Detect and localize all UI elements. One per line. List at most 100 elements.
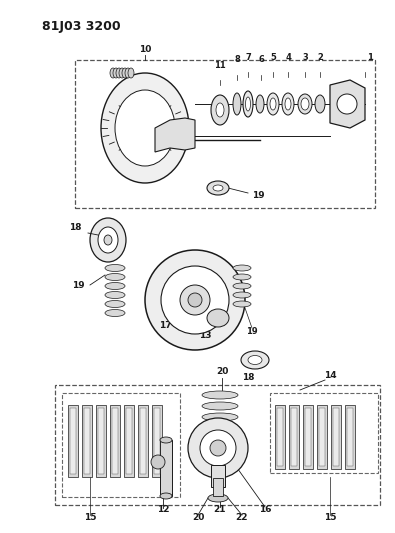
Bar [152,405,162,477]
Bar [291,408,297,466]
Ellipse shape [285,98,291,110]
Bar [160,440,172,496]
Bar [140,408,146,474]
Circle shape [210,440,226,456]
Text: 15: 15 [324,513,336,522]
Text: 18: 18 [242,374,254,383]
Ellipse shape [267,93,279,115]
Ellipse shape [241,351,269,369]
Circle shape [161,266,229,334]
Ellipse shape [246,97,250,111]
Bar [126,408,132,474]
Text: 13: 13 [199,330,211,340]
Bar [75,60,375,208]
Bar [112,408,118,474]
Ellipse shape [105,301,125,308]
Bar [55,385,380,505]
Circle shape [188,293,202,307]
Text: 20: 20 [192,513,204,522]
Ellipse shape [233,274,251,280]
Bar [82,405,92,477]
Bar [98,408,104,474]
Bar [319,408,325,466]
Ellipse shape [105,282,125,289]
Ellipse shape [116,68,122,78]
Circle shape [337,94,357,114]
Bar [275,405,285,469]
Ellipse shape [207,181,229,195]
Bar [138,405,148,477]
Polygon shape [330,80,365,128]
Ellipse shape [315,95,325,113]
Text: 7: 7 [245,52,251,61]
Text: 10: 10 [139,45,151,54]
Ellipse shape [270,98,276,110]
Ellipse shape [160,493,172,499]
Ellipse shape [202,424,238,432]
Bar [277,408,283,466]
Text: 19: 19 [246,327,258,336]
Bar [345,405,355,469]
Text: 21: 21 [214,505,226,514]
Ellipse shape [248,356,262,365]
Text: 19: 19 [252,191,264,200]
Ellipse shape [202,402,238,410]
Bar [303,405,313,469]
Ellipse shape [233,301,251,307]
Text: 2: 2 [317,52,323,61]
Ellipse shape [298,94,312,114]
Circle shape [200,430,236,466]
Ellipse shape [233,292,251,298]
Bar [317,405,327,469]
Circle shape [151,455,165,469]
Text: 3: 3 [302,52,308,61]
Text: 4: 4 [285,52,291,61]
Bar [84,408,90,474]
Ellipse shape [105,292,125,298]
Text: 5: 5 [270,52,276,61]
Ellipse shape [207,309,229,327]
Bar [68,405,78,477]
Bar [333,408,339,466]
Ellipse shape [202,391,238,399]
Ellipse shape [213,185,223,191]
Bar [270,393,378,473]
Ellipse shape [105,264,125,271]
Ellipse shape [211,95,229,125]
Text: 81J03 3200: 81J03 3200 [42,20,120,33]
Ellipse shape [113,68,119,78]
Text: 20: 20 [216,367,228,376]
Ellipse shape [105,310,125,317]
Text: 1: 1 [367,52,373,61]
Ellipse shape [101,73,189,183]
Bar [154,408,160,474]
Text: 12: 12 [157,505,169,514]
Bar [331,405,341,469]
Ellipse shape [119,68,125,78]
Bar [347,408,353,466]
Circle shape [188,418,248,478]
Ellipse shape [233,265,251,271]
Ellipse shape [202,435,238,443]
Ellipse shape [115,90,175,166]
Ellipse shape [233,93,241,115]
Ellipse shape [110,68,116,78]
Ellipse shape [125,68,131,78]
Circle shape [180,285,210,315]
Circle shape [145,250,245,350]
Ellipse shape [243,91,253,117]
Text: 22: 22 [236,513,248,522]
Text: 18: 18 [69,223,81,232]
Ellipse shape [90,218,126,262]
Text: 11: 11 [214,61,226,69]
Bar [96,405,106,477]
Text: 15: 15 [84,513,96,522]
Ellipse shape [208,494,228,502]
Text: 16: 16 [259,505,271,514]
Text: 8: 8 [234,55,240,64]
Ellipse shape [301,98,309,110]
Bar [70,408,76,474]
Polygon shape [155,118,195,152]
Ellipse shape [216,103,224,117]
Bar [110,405,120,477]
